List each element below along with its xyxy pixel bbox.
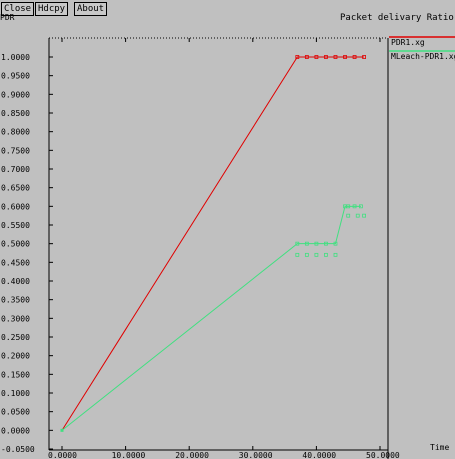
legend-entry-mleach: MLeach-PDR1.xg [391,52,455,61]
y-tick-label: 0.2000 [1,352,30,361]
y-tick-label: 0.1000 [1,389,30,398]
y-tick-label: 0.0000 [1,426,30,435]
series-point-0 [352,55,357,59]
series-ghost-point-1 [362,213,367,218]
series-point-0 [343,55,347,59]
y-tick-label: 0.6000 [1,202,30,211]
x-unit-label: Time [430,443,450,452]
x-tick-label: 20.0000 [175,451,209,459]
series-point-0 [304,55,309,59]
series-point-1 [346,204,351,209]
y-tick-label: 0.7000 [1,165,30,174]
y-tick-label: 0.2500 [1,333,30,342]
x-tick-label: 50.0000 [366,451,400,459]
y-tick-label: 0.7500 [1,146,30,155]
series-point-0 [333,55,338,59]
series-point-1 [352,204,357,209]
series-layer [60,55,367,432]
y-tick-label: 0.9500 [1,72,30,81]
series-point-1 [333,241,338,246]
series-point-1 [324,241,328,246]
series-ghost-point-1 [295,252,300,257]
series-ghost-point-1 [346,213,351,218]
series-ghost-point-1 [304,252,309,257]
origin-point [60,428,64,432]
series-point-1 [295,241,300,246]
x-tick-label: 40.0000 [302,451,336,459]
series-ghost-point-1 [333,252,338,257]
y-tick-label: 0.8000 [1,128,30,137]
y-tick-label: 0.8500 [1,109,30,118]
y-tick-label: 1.0000 [1,53,30,62]
series-ghost-point-1 [324,252,328,257]
series-point-0 [362,55,367,59]
legend-label-mleach: MLeach-PDR1.xg [391,52,455,61]
axes: -0.0500 0.0000 0.0500 0.1000 0.1500 0.2000 0.2… [1,36,455,459]
x-tick-label: 30.0000 [239,451,273,459]
legend-label-pdr1: PDR1.xg [391,38,425,47]
close-button[interactable]: Close [1,2,35,16]
y-tick-label: 0.3500 [1,296,30,305]
legend: PDR1.xg MLeach-PDR1.xg [388,32,455,459]
y-tick-label: 0.6500 [1,184,30,193]
y-tick-label: 0.3000 [1,314,30,323]
series-ghost-point-1 [314,252,319,257]
y-tick-label: 0.5000 [1,240,30,249]
y-tick-label: 0.0500 [1,408,30,417]
series-point-1 [314,241,319,246]
y-unit-label: PDR [0,13,15,22]
x-tick-label: 10.0000 [112,451,146,459]
legend-entry-pdr1: PDR1.xg [391,38,425,47]
series-ghost-point-1 [355,213,360,218]
series-point-0 [295,55,300,59]
window-title: Packet delivary Ratio [340,13,454,23]
series-line-1 [61,205,361,431]
hardcopy-button[interactable]: Hdcpy [35,2,69,16]
series-point-0 [314,55,319,59]
series-point-1 [359,204,363,209]
series-point-0 [324,55,328,59]
y-tick-label: 0.1500 [1,370,30,379]
x-tick-label: 0.0000 [48,451,77,459]
y-tick-label: -0.0500 [1,445,35,454]
y-tick-label: 0.9000 [1,90,30,99]
series-line-0 [61,56,365,431]
about-button[interactable]: About [74,2,108,16]
y-tick-label: 0.4000 [1,277,30,286]
y-tick-label: 0.5500 [1,221,30,230]
y-tick-label: 0.4500 [1,258,30,267]
series-point-1 [304,241,309,246]
